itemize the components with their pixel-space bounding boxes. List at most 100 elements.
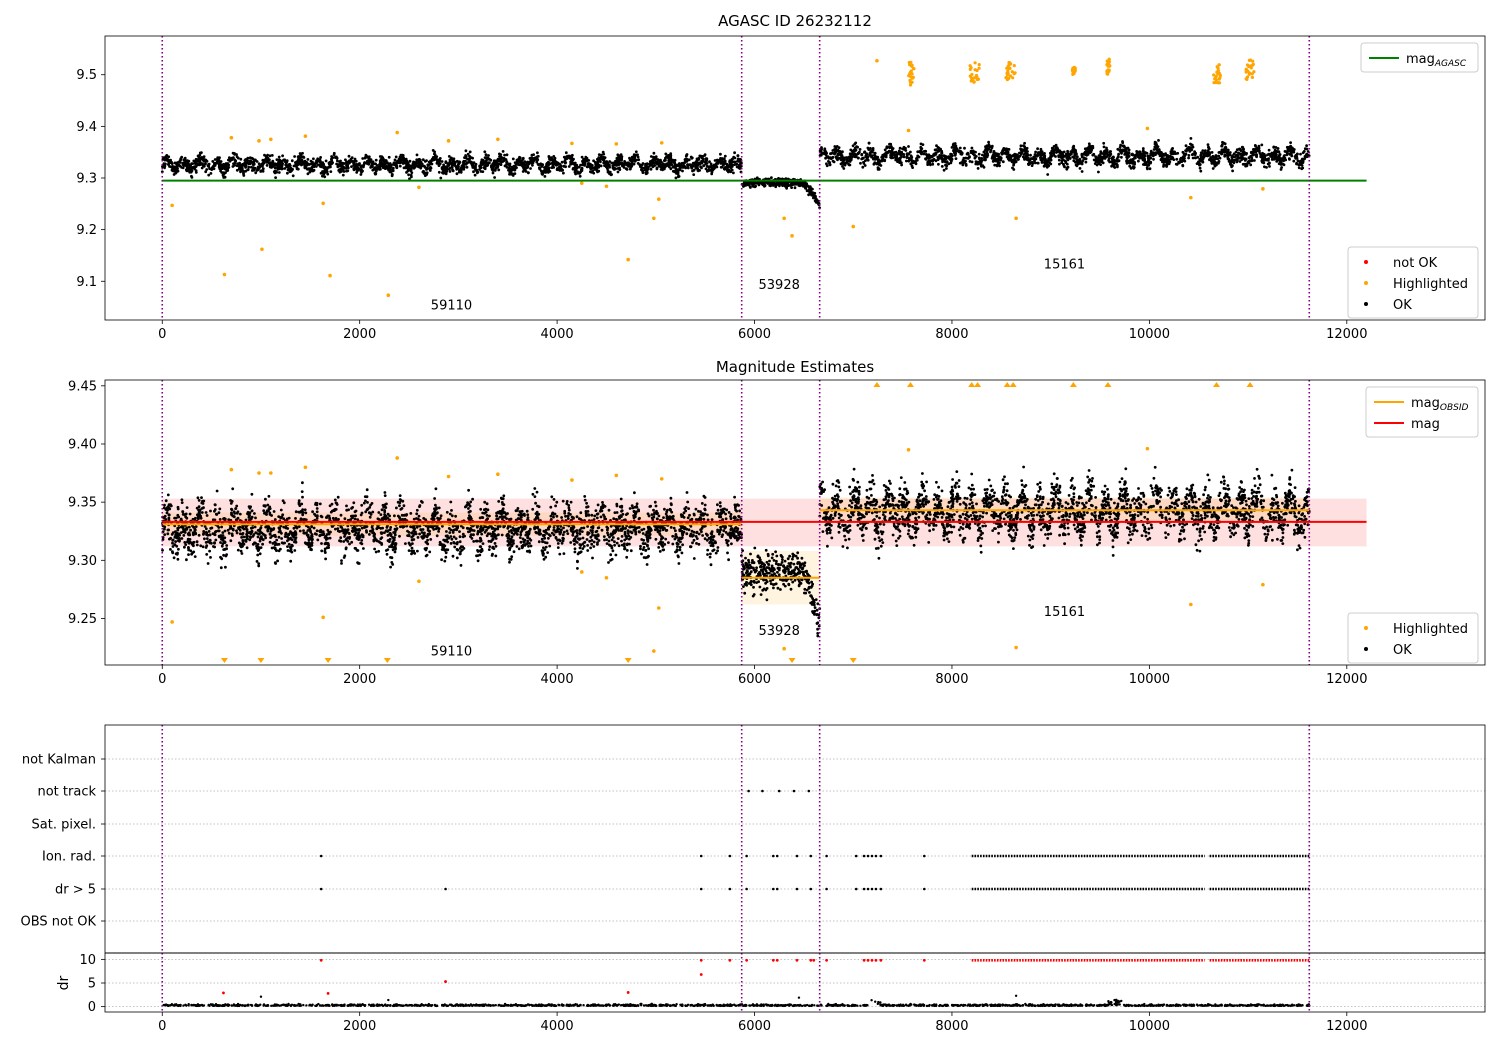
ok-point <box>1039 152 1043 156</box>
ok-point <box>611 164 615 168</box>
ok-point <box>1124 146 1128 150</box>
ok-point <box>318 165 322 168</box>
ok-point <box>744 183 748 187</box>
ok-point <box>1257 144 1261 148</box>
ok-point <box>1102 153 1106 157</box>
ok-point <box>1272 146 1276 149</box>
ok-point <box>244 166 248 169</box>
ok-point <box>1044 161 1048 165</box>
ok-point <box>484 153 488 157</box>
ok-point <box>491 171 495 175</box>
ok-point <box>1149 156 1153 160</box>
ok-point <box>1279 161 1283 164</box>
ok-point <box>853 153 856 157</box>
ok-point <box>208 167 212 171</box>
ok-point <box>612 161 616 165</box>
ok-point <box>1043 155 1047 159</box>
ok-point <box>662 167 666 171</box>
ok-point <box>1158 149 1161 153</box>
ok-point <box>313 163 317 167</box>
ok-point <box>303 166 307 170</box>
ok-point <box>439 176 443 180</box>
ok-point <box>535 160 539 164</box>
ok-point <box>1181 150 1185 154</box>
ok-point <box>1273 157 1276 161</box>
ok-point <box>330 162 334 165</box>
ok-point <box>510 555 514 559</box>
ok-point <box>1089 146 1093 150</box>
ok-point <box>800 183 804 186</box>
ok-point <box>418 532 421 536</box>
ok-point <box>704 158 708 162</box>
ok-point <box>219 160 223 163</box>
ok-point <box>839 162 843 166</box>
ok-point <box>942 168 946 172</box>
ok-point <box>431 149 435 152</box>
ok-point <box>1011 158 1015 162</box>
ok-point <box>360 168 363 171</box>
ok-point <box>415 153 419 157</box>
ok-point <box>884 154 887 158</box>
ok-point <box>609 524 613 528</box>
ok-point <box>936 150 940 153</box>
ok-point <box>448 166 452 170</box>
ok-point <box>879 160 882 163</box>
ok-point <box>1099 157 1103 160</box>
ok-point <box>992 159 995 163</box>
ok-point <box>958 161 962 165</box>
ok-point <box>644 167 647 171</box>
ok-point <box>1080 170 1084 173</box>
ok-point <box>323 175 327 179</box>
ok-point <box>183 545 186 549</box>
ok-point <box>1111 155 1115 159</box>
ok-point <box>538 167 541 171</box>
ok-point <box>236 162 240 166</box>
ok-point <box>312 157 315 161</box>
ok-point <box>950 159 953 163</box>
ok-point <box>1076 155 1079 159</box>
ok-point <box>1019 152 1023 156</box>
ok-point <box>290 159 294 163</box>
ok-point <box>492 159 496 163</box>
ok-point <box>977 156 981 160</box>
ok-point <box>1242 150 1246 154</box>
ok-point <box>205 514 209 517</box>
ok-point <box>857 151 860 155</box>
ok-point <box>209 172 213 175</box>
ok-point <box>343 162 346 165</box>
ok-point <box>371 165 374 169</box>
ok-point <box>503 153 506 157</box>
ok-point <box>1220 150 1224 154</box>
ok-point <box>952 142 955 146</box>
ok-point <box>697 532 701 536</box>
ok-point <box>326 172 330 176</box>
highlighted-point <box>659 141 664 145</box>
ok-point <box>336 159 339 163</box>
ok-point <box>570 162 573 166</box>
ok-point <box>874 155 877 158</box>
ok-point <box>761 182 765 186</box>
ok-point <box>277 171 281 174</box>
ok-point <box>404 166 408 170</box>
ok-point <box>888 150 892 153</box>
ok-point <box>719 504 722 508</box>
ok-point <box>387 155 391 159</box>
ok-point <box>1030 161 1034 164</box>
ok-point <box>804 184 808 188</box>
highlighted-point <box>257 139 261 143</box>
ok-point <box>1261 151 1264 155</box>
ok-point <box>860 157 864 161</box>
ok-point <box>455 166 459 170</box>
ok-point <box>529 158 533 162</box>
ok-point <box>692 168 696 172</box>
y-tick-label: 9.4 <box>76 120 97 135</box>
ok-point <box>1210 151 1214 154</box>
ok-point <box>735 165 739 169</box>
ok-point <box>1289 141 1292 145</box>
ok-point <box>250 165 253 169</box>
ok-point <box>1292 148 1296 151</box>
ok-point <box>949 152 952 156</box>
ok-point <box>413 166 417 169</box>
ok-point <box>1080 153 1084 157</box>
ok-point <box>850 152 853 156</box>
